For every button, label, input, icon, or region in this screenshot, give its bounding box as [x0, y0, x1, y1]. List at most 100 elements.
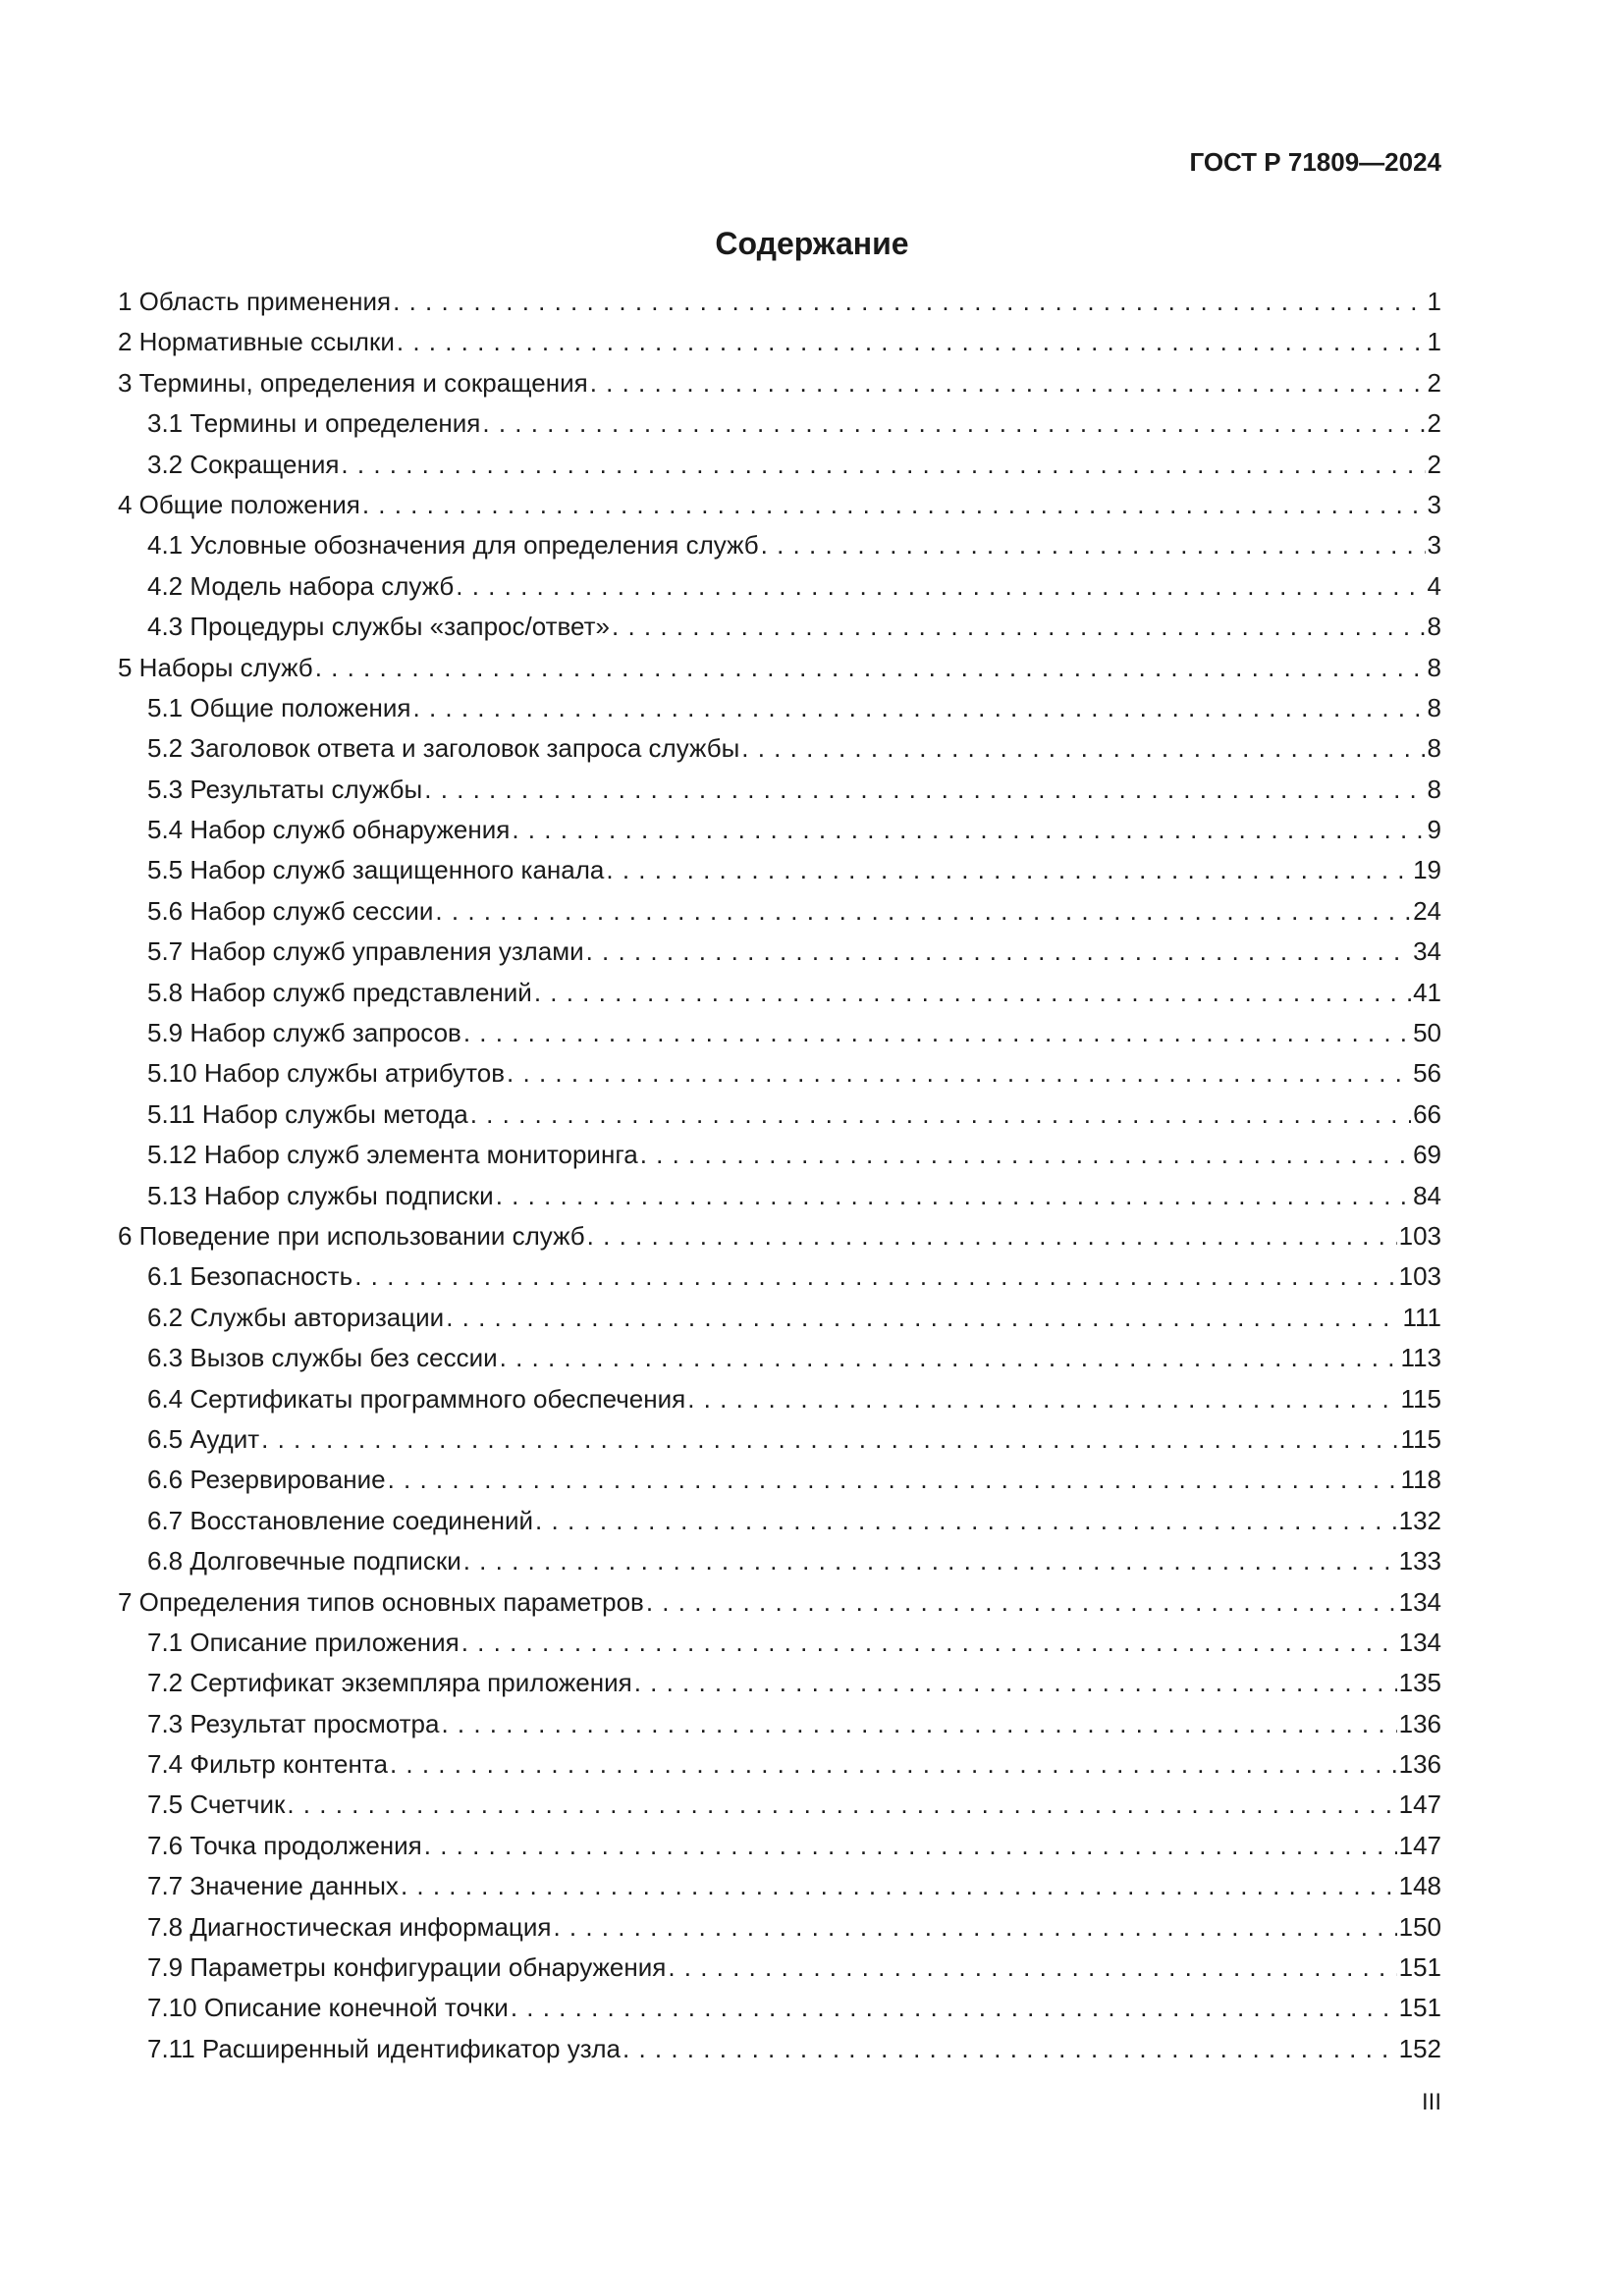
toc-entry-label: 5.3 Результаты службы [147, 774, 423, 804]
toc-entry-page: 133 [1398, 1546, 1441, 1576]
toc-entry[interactable]: 6 Поведение при использовании служб 103 [118, 1221, 1441, 1261]
toc-entry-label: 5.11 Набор службы метода [147, 1098, 468, 1129]
toc-entry[interactable]: 5.11 Набор службы метода 66 [118, 1099, 1441, 1140]
toc-entry[interactable]: 6.1 Безопасность 103 [118, 1261, 1441, 1302]
toc-entry-label: 2 Нормативные ссылки [118, 327, 395, 357]
toc-entry-page: 134 [1398, 1586, 1441, 1617]
toc-entry-label: 6.6 Резервирование [147, 1465, 386, 1495]
toc-entry[interactable]: 5.9 Набор служб запросов 50 [118, 1018, 1441, 1058]
toc-entry-page: 4 [1427, 570, 1441, 601]
toc-entry[interactable]: 5.10 Набор службы атрибутов 56 [118, 1058, 1441, 1098]
dot-leader [261, 1424, 1398, 1455]
toc-entry-page: 135 [1398, 1668, 1441, 1698]
toc-entry-page: 24 [1413, 895, 1441, 926]
dot-leader [424, 1831, 1397, 1861]
toc-entry-page: 118 [1400, 1465, 1441, 1495]
toc-entry[interactable]: 4.1 Условные обозначения для определения… [118, 530, 1441, 570]
toc-entry-page: 3 [1427, 530, 1441, 561]
dot-leader [354, 1261, 1396, 1292]
toc-entry[interactable]: 6.7 Восстановление соединений 132 [118, 1506, 1441, 1546]
toc-entry[interactable]: 6.5 Аудит 115 [118, 1424, 1441, 1465]
toc-entry-page: 147 [1398, 1789, 1441, 1820]
toc-entry-label: 3.2 Сокращения [147, 449, 340, 479]
toc-entry[interactable]: 4.3 Процедуры службы «запрос/ответ» 8 [118, 612, 1441, 652]
dot-leader [500, 1343, 1399, 1373]
toc-entry[interactable]: 6.8 Долговечные подписки 133 [118, 1546, 1441, 1586]
toc-entry-label: 6.1 Безопасность [147, 1261, 353, 1292]
toc-entry[interactable]: 5.13 Набор службы подписки 84 [118, 1181, 1441, 1221]
toc-entry[interactable]: 5.6 Набор служб сессии 24 [118, 896, 1441, 936]
dot-leader [393, 287, 1425, 317]
toc-entry-label: 5.4 Набор служб обнаружения [147, 815, 511, 845]
toc-entry[interactable]: 5.7 Набор служб управления узлами 34 [118, 936, 1441, 977]
toc-entry-page: 2 [1427, 367, 1441, 398]
toc-entry-page: 136 [1398, 1708, 1441, 1738]
toc-entry[interactable]: 5.2 Заголовок ответа и заголовок запроса… [118, 733, 1441, 774]
toc-entry-label: 3.1 Термины и определения [147, 408, 481, 439]
toc-entry[interactable]: 6.3 Вызов службы без сессии 113 [118, 1343, 1441, 1383]
toc-entry-label: 6.8 Долговечные подписки [147, 1546, 461, 1576]
toc-entry-label: 6 Поведение при использовании служб [118, 1220, 585, 1251]
toc-entry-page: 115 [1400, 1383, 1441, 1414]
dot-leader [470, 1099, 1411, 1130]
toc-entry[interactable]: 7.2 Сертификат экземпляра приложения 135 [118, 1668, 1441, 1708]
dot-leader [761, 530, 1426, 561]
toc-entry-page: 19 [1413, 855, 1441, 885]
toc-entry[interactable]: 5.1 Общие положения 8 [118, 693, 1441, 733]
toc-entry-page: 151 [1398, 1993, 1441, 2023]
toc-entry-page: 148 [1398, 1871, 1441, 1901]
toc-entry[interactable]: 5.5 Набор служб защищенного канала 19 [118, 855, 1441, 895]
toc-entry[interactable]: 2 Нормативные ссылки 1 [118, 327, 1441, 367]
dot-leader [397, 327, 1426, 357]
toc-entry[interactable]: 3.1 Термины и определения 2 [118, 408, 1441, 449]
toc-entry[interactable]: 5.12 Набор служб элемента мониторинга 69 [118, 1140, 1441, 1180]
dot-leader [463, 1546, 1397, 1576]
toc-entry-page: 41 [1413, 977, 1441, 1007]
toc-entry-label: 5.2 Заголовок ответа и заголовок запроса… [147, 733, 740, 764]
toc-entry[interactable]: 5.4 Набор служб обнаружения 9 [118, 815, 1441, 855]
toc-entry[interactable]: 3 Термины, определения и сокращения 2 [118, 368, 1441, 408]
dot-leader [315, 653, 1426, 683]
toc-entry-label: 5.9 Набор служб запросов [147, 1018, 461, 1048]
toc-entry[interactable]: 7.7 Значение данных 148 [118, 1871, 1441, 1911]
dot-leader [390, 1749, 1397, 1780]
toc-entry[interactable]: 1 Область применения 1 [118, 287, 1441, 327]
toc-entry[interactable]: 4.2 Модель набора служб 4 [118, 571, 1441, 612]
toc-entry[interactable]: 6.6 Резервирование 118 [118, 1465, 1441, 1505]
toc-entry[interactable]: 7.4 Фильтр контента 136 [118, 1749, 1441, 1789]
toc-entry[interactable]: 5.3 Результаты службы 8 [118, 774, 1441, 815]
toc-entry-page: 66 [1413, 1098, 1441, 1129]
toc-entry-page: 136 [1398, 1749, 1441, 1780]
document-code: ГОСТ Р 71809—2024 [1189, 147, 1441, 177]
toc-entry[interactable]: 7 Определения типов основных параметров 1… [118, 1587, 1441, 1628]
dot-leader [646, 1587, 1397, 1618]
dot-leader [441, 1709, 1396, 1739]
toc-entry-page: 8 [1427, 652, 1441, 682]
toc-entry[interactable]: 3.2 Сокращения 2 [118, 450, 1441, 490]
dot-leader [512, 815, 1425, 845]
dot-leader [424, 774, 1425, 805]
toc-entry[interactable]: 7.6 Точка продолжения 147 [118, 1831, 1441, 1871]
toc-entry[interactable]: 7.5 Счетчик 147 [118, 1789, 1441, 1830]
toc-entry[interactable]: 7.8 Диагностическая информация 150 [118, 1912, 1441, 1952]
toc-entry-label: 6.7 Восстановление соединений [147, 1505, 534, 1535]
toc-entry[interactable]: 5 Наборы служб 8 [118, 653, 1441, 693]
toc-entry-label: 7 Определения типов основных параметров [118, 1586, 644, 1617]
toc-entry-label: 5.10 Набор службы атрибутов [147, 1058, 506, 1089]
toc-entry[interactable]: 7.9 Параметры конфигурации обнаружения 15… [118, 1952, 1441, 1993]
toc-entry-page: 132 [1398, 1505, 1441, 1535]
dot-leader [612, 612, 1426, 642]
toc-entry[interactable]: 4 Общие положения 3 [118, 490, 1441, 530]
toc-entry[interactable]: 6.2 Службы авторизации 111 [118, 1303, 1441, 1343]
dot-leader [388, 1465, 1399, 1495]
toc-entry-page: 1 [1427, 287, 1441, 316]
toc-entry[interactable]: 7.3 Результат просмотра 136 [118, 1709, 1441, 1749]
dot-leader [590, 368, 1426, 399]
dot-leader [435, 896, 1411, 927]
dot-leader [535, 1506, 1397, 1536]
toc-entry[interactable]: 7.1 Описание приложения 134 [118, 1628, 1441, 1668]
toc-entry[interactable]: 7.10 Описание конечной точки 151 [118, 1993, 1441, 2033]
toc-entry[interactable]: 5.8 Набор служб представлений 41 [118, 978, 1441, 1018]
toc-entry[interactable]: 6.4 Сертификаты программного обеспечения… [118, 1384, 1441, 1424]
toc-entry[interactable]: 7.11 Расширенный идентификатор узла 152 [118, 2034, 1441, 2074]
